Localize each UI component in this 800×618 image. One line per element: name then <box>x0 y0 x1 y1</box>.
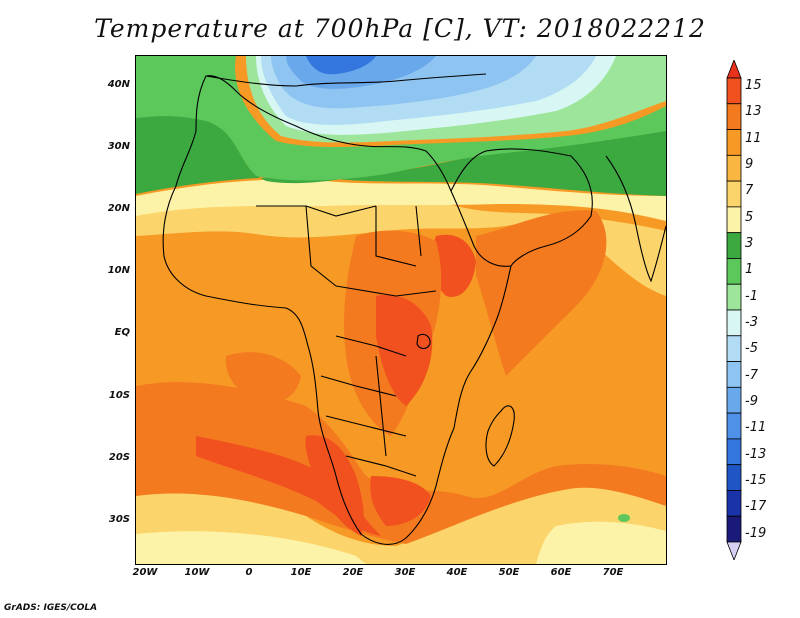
colorbar-label-9: 9 <box>745 157 754 172</box>
lon-label-70e: 70E <box>602 567 624 578</box>
field-light-green <box>136 56 666 181</box>
colorbar-swatch-3 <box>726 129 742 156</box>
colorbar-label-m11: -11 <box>745 420 767 435</box>
lat-label-10s: 10S <box>108 390 130 401</box>
madagascar <box>485 405 515 467</box>
lon-label-60e: 60E <box>550 567 572 578</box>
colorbar-swatch-12 <box>726 361 742 388</box>
field-green-band <box>136 114 666 196</box>
map-canvas <box>136 56 666 564</box>
credit-label: GrADS: IGES/COLA <box>4 603 98 613</box>
colorbar-label-m7: -7 <box>745 368 758 383</box>
india-coastline <box>605 155 666 283</box>
colorbar-swatch-8 <box>726 258 742 285</box>
lat-label-20s: 20S <box>108 452 130 463</box>
field-dark-blue <box>306 56 376 75</box>
colorbar-label-m17: -17 <box>745 499 767 514</box>
lat-label-30n: 30N <box>107 141 130 152</box>
colorbar-swatch-4 <box>726 154 742 182</box>
border-lines-1 <box>256 205 437 297</box>
colorbar-swatch-5 <box>726 180 742 208</box>
lon-label-20e: 20E <box>342 567 364 578</box>
colorbar-label-7: 7 <box>745 183 754 198</box>
mediterranean <box>205 73 487 87</box>
colorbar-swatch-11 <box>726 335 742 362</box>
field-westafrica-orange <box>225 352 301 403</box>
lon-label-10e: 10E <box>290 567 312 578</box>
field-south-lightest-east <box>536 521 666 564</box>
colorbar-swatch-16 <box>726 464 742 491</box>
colorbar <box>726 60 742 560</box>
lon-label-50e: 50E <box>498 567 520 578</box>
colorbar-swatch-10 <box>726 309 742 337</box>
lon-label-40e: 40E <box>446 567 468 578</box>
colorbar-label-m19: -19 <box>745 526 767 541</box>
colorbar-swatch-14 <box>726 412 742 440</box>
colorbar-swatch-2 <box>726 103 742 130</box>
lon-label-10w: 10W <box>184 567 210 578</box>
lon-label-0: 0 <box>245 567 253 578</box>
map-title: Temperature at 700hPa [C], VT: 201802221… <box>94 14 706 43</box>
colorbar-label-m5: -5 <box>745 341 758 356</box>
colorbar-label-5: 5 <box>745 210 754 225</box>
colorbar-label-m9: -9 <box>745 394 758 409</box>
field-south-green <box>618 514 630 522</box>
arabia-coastline <box>450 148 593 267</box>
colorbar-label-1: 1 <box>745 262 754 277</box>
lat-label-40n: 40N <box>107 79 130 90</box>
lat-label-20n: 20N <box>107 203 130 214</box>
colorbar-swatch-17 <box>726 490 742 517</box>
colorbar-label-15: 15 <box>745 78 762 93</box>
colorbar-bottom-arrow <box>726 541 742 560</box>
colorbar-swatch-1 <box>726 77 742 105</box>
lat-label-30s: 30S <box>108 514 130 525</box>
map-outlines <box>162 73 666 545</box>
colorbar-swatch-9 <box>726 283 742 311</box>
field-subtropic-pale <box>136 185 666 296</box>
colorbar-swatch-7 <box>726 232 742 259</box>
lat-label-eq: EQ <box>114 327 130 338</box>
field-ethiopia-red <box>431 234 476 297</box>
colorbar-label-m15: -15 <box>745 473 767 488</box>
colorbar-label-m13: -13 <box>745 447 767 462</box>
colorbar-swatch-13 <box>726 386 742 414</box>
colorbar-top-arrow <box>726 60 742 79</box>
lat-label-10n: 10N <box>107 265 130 276</box>
colorbar-label-m1: -1 <box>745 289 758 304</box>
temperature-map <box>135 55 667 565</box>
africa-coastline <box>162 75 512 545</box>
field-south-lightest <box>136 531 366 564</box>
field-south-orange <box>136 382 666 544</box>
colorbar-label-m3: -3 <box>745 315 758 330</box>
field-arabia-orange <box>476 210 607 376</box>
colorbar-swatch-6 <box>726 206 742 234</box>
lon-label-30e: 30E <box>394 567 416 578</box>
border-lines-2 <box>320 335 417 477</box>
lon-label-20w: 20W <box>132 567 158 578</box>
field-namibia-red <box>305 435 364 536</box>
colorbar-swatch-18 <box>726 515 742 543</box>
colorbar-label-13: 13 <box>745 104 762 119</box>
field-southafrica-red <box>370 476 431 526</box>
field-subtropic-lightest <box>136 179 666 221</box>
colorbar-label-11: 11 <box>745 131 762 146</box>
colorbar-swatch-15 <box>726 438 742 466</box>
field-central-red <box>376 294 433 406</box>
colorbar-label-3: 3 <box>745 236 754 251</box>
lake-victoria <box>416 333 431 350</box>
